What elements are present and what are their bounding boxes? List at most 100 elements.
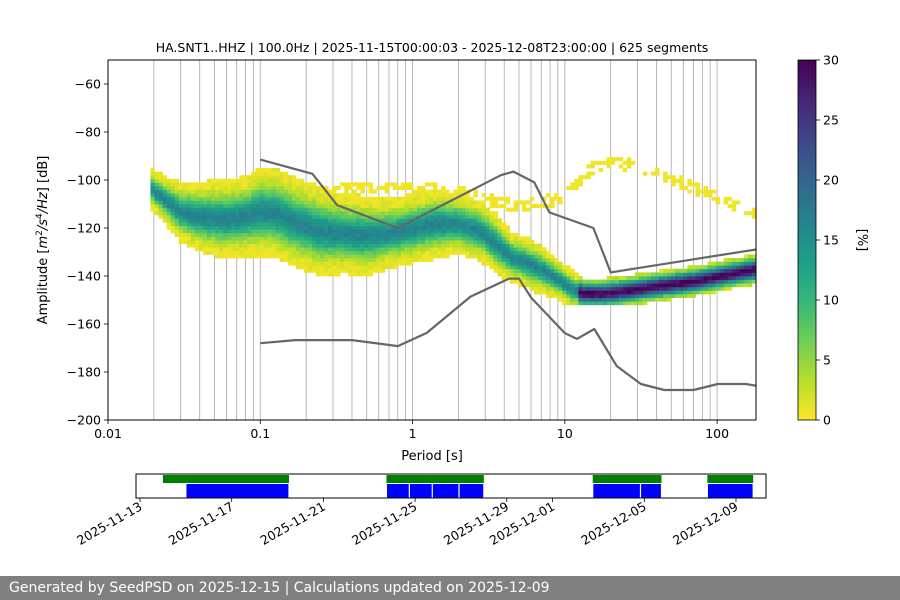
- psd-cell: [182, 211, 188, 216]
- psd-cell: [570, 182, 575, 187]
- psd-cell: [283, 175, 289, 180]
- psd-cell: [190, 196, 196, 201]
- psd-cell: [505, 254, 511, 259]
- psd-cell: [392, 232, 398, 237]
- psd-cell: [433, 186, 438, 190]
- psd-cell: [513, 247, 519, 252]
- psd-cell: [364, 218, 369, 223]
- psd-cell: [457, 222, 462, 226]
- psd-cell: [275, 232, 281, 237]
- psd-cell: [735, 276, 741, 280]
- psd-cell: [404, 218, 410, 223]
- psd-cell: [449, 225, 454, 230]
- psd-cell: [513, 272, 519, 277]
- psd-cell: [558, 286, 563, 291]
- footer-text: Generated by SeedPSD on 2025-12-15 | Cal…: [9, 580, 550, 596]
- psd-cell: [356, 196, 361, 201]
- psd-cell: [433, 218, 438, 223]
- psd-cell: [622, 283, 628, 288]
- psd-cell: [247, 182, 252, 187]
- psd-cell: [465, 243, 470, 248]
- psd-cell: [328, 240, 333, 244]
- psd-cell: [255, 171, 260, 176]
- psd-cell: [291, 218, 297, 223]
- psd-cell: [554, 261, 559, 266]
- psd-cell: [206, 250, 212, 255]
- psd-cell: [489, 211, 494, 216]
- psd-cell: [380, 207, 385, 212]
- psd-cell: [743, 268, 749, 273]
- psd-cell: [320, 193, 325, 198]
- psd-cell: [348, 186, 353, 190]
- psd-cell: [453, 214, 458, 219]
- psd-cell: [315, 193, 321, 198]
- psd-cell: [424, 222, 430, 226]
- psd-cell: [538, 272, 543, 277]
- psd-cell: [202, 222, 208, 226]
- psd-cell: [465, 232, 470, 237]
- psd-cell: [166, 222, 172, 226]
- psd-cell: [328, 268, 333, 273]
- psd-cell: [388, 229, 394, 234]
- psd-cell: [493, 258, 499, 262]
- psd-cell: [186, 200, 192, 205]
- psd-cell: [441, 207, 446, 212]
- psd-cell: [675, 276, 680, 280]
- psd-cell: [501, 258, 507, 262]
- psd-cell: [642, 294, 648, 298]
- psd-cell: [332, 193, 337, 198]
- colorbar-tick-label: 15: [823, 233, 839, 248]
- psd-cell: [344, 182, 349, 187]
- psd-cell: [747, 254, 753, 259]
- psd-cell: [392, 261, 398, 266]
- psd-cell: [150, 182, 155, 187]
- psd-cell: [449, 232, 454, 237]
- timeline-blue-bar: [432, 484, 459, 498]
- psd-cell: [424, 240, 430, 244]
- psd-cell: [259, 229, 264, 234]
- psd-cell: [186, 243, 192, 248]
- psd-cell: [247, 254, 252, 259]
- psd-cell: [505, 265, 511, 270]
- psd-cell: [275, 189, 281, 194]
- psd-cell: [194, 207, 200, 212]
- psd-cell: [215, 200, 220, 205]
- psd-cell: [299, 207, 305, 212]
- psd-cell: [505, 232, 511, 237]
- psd-cell: [558, 196, 563, 201]
- psd-cell: [182, 200, 188, 205]
- psd-cell: [376, 250, 381, 255]
- psd-cell: [295, 247, 301, 252]
- psd-cell: [695, 265, 700, 270]
- psd-cell: [517, 250, 523, 255]
- psd-cell: [437, 200, 442, 205]
- psd-cell: [251, 218, 256, 223]
- psd-cell: [372, 261, 377, 266]
- psd-cell: [376, 240, 381, 244]
- psd-cell: [307, 200, 313, 205]
- psd-cell: [634, 272, 640, 277]
- psd-cell: [211, 193, 216, 198]
- psd-cell: [529, 247, 535, 252]
- psd-heatmap: [150, 157, 756, 306]
- psd-cell: [707, 286, 712, 291]
- timeline-date-ticks: 2025-11-13 2025-11-17 2025-11-21 2025-11-25…: [74, 498, 741, 548]
- psd-cell: [271, 236, 276, 241]
- psd-cell: [424, 247, 430, 252]
- psd-cell: [683, 283, 688, 288]
- psd-cell: [404, 236, 410, 241]
- psd-cell: [477, 240, 482, 244]
- psd-cell: [412, 222, 418, 226]
- psd-cell: [739, 261, 745, 266]
- psd-cell: [525, 250, 531, 255]
- psd-cell: [344, 204, 349, 208]
- psd-cell: [352, 268, 357, 273]
- psd-cell: [392, 182, 398, 187]
- psd-cell: [348, 243, 353, 248]
- psd-cell: [231, 236, 236, 241]
- psd-cell: [227, 250, 232, 255]
- psd-cell: [412, 229, 418, 234]
- psd-cell: [566, 301, 571, 306]
- psd-cell: [154, 193, 159, 198]
- psd-cell: [521, 236, 527, 241]
